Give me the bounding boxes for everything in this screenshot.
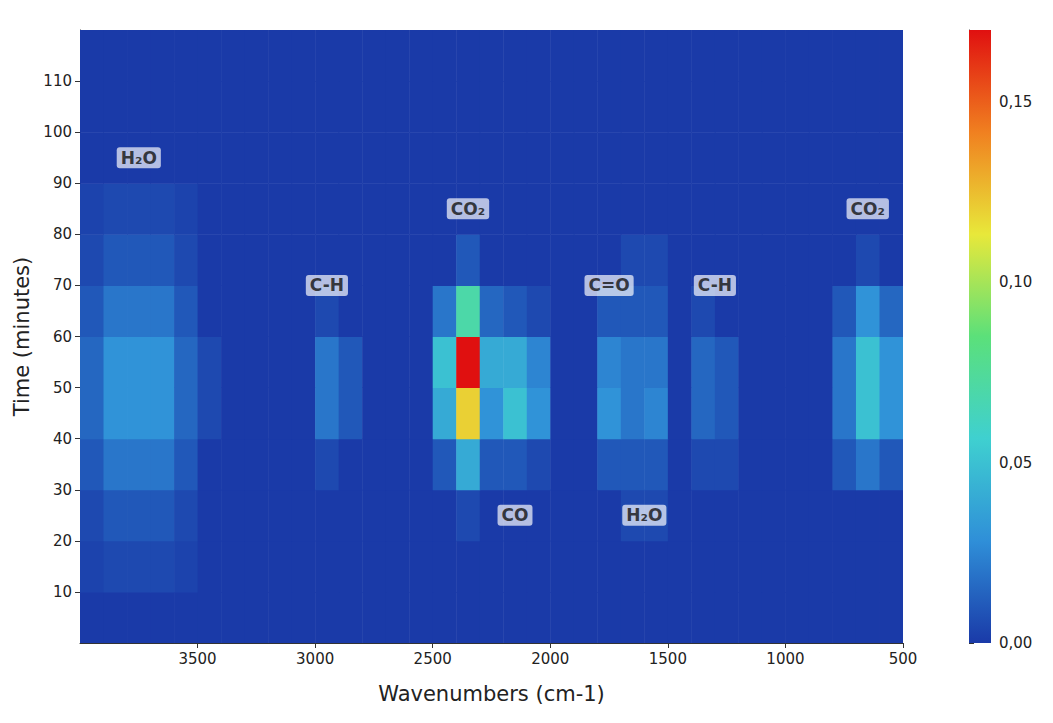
svg-text:0,10: 0,10 <box>999 273 1032 291</box>
svg-text:3500: 3500 <box>178 650 216 668</box>
svg-text:80: 80 <box>53 225 72 243</box>
svg-text:2000: 2000 <box>531 650 569 668</box>
svg-text:60: 60 <box>53 328 72 346</box>
svg-text:Wavenumbers (cm-1): Wavenumbers (cm-1) <box>378 682 605 706</box>
svg-text:0,05: 0,05 <box>999 454 1032 472</box>
svg-text:3000: 3000 <box>296 650 334 668</box>
svg-text:C-H: C-H <box>310 275 344 295</box>
svg-text:CO₂: CO₂ <box>451 199 485 219</box>
svg-text:50: 50 <box>53 379 72 397</box>
svg-text:100: 100 <box>43 123 72 141</box>
svg-text:0,15: 0,15 <box>999 93 1032 111</box>
svg-text:Time (minutes): Time (minutes) <box>10 257 34 417</box>
svg-text:1000: 1000 <box>766 650 804 668</box>
svg-text:500: 500 <box>889 650 918 668</box>
svg-text:70: 70 <box>53 276 72 294</box>
svg-text:1500: 1500 <box>649 650 687 668</box>
svg-text:C=O: C=O <box>588 275 629 295</box>
svg-text:110: 110 <box>43 72 72 90</box>
svg-text:0,00: 0,00 <box>999 634 1032 652</box>
svg-text:H₂O: H₂O <box>626 505 662 525</box>
svg-text:40: 40 <box>53 430 72 448</box>
svg-text:30: 30 <box>53 481 72 499</box>
svg-text:20: 20 <box>53 532 72 550</box>
svg-text:CO: CO <box>502 505 529 525</box>
svg-text:H₂O: H₂O <box>121 148 157 168</box>
svg-text:10: 10 <box>53 583 72 601</box>
svg-text:CO₂: CO₂ <box>851 199 885 219</box>
svg-text:C-H: C-H <box>698 275 732 295</box>
svg-text:2500: 2500 <box>414 650 452 668</box>
svg-text:90: 90 <box>53 174 72 192</box>
